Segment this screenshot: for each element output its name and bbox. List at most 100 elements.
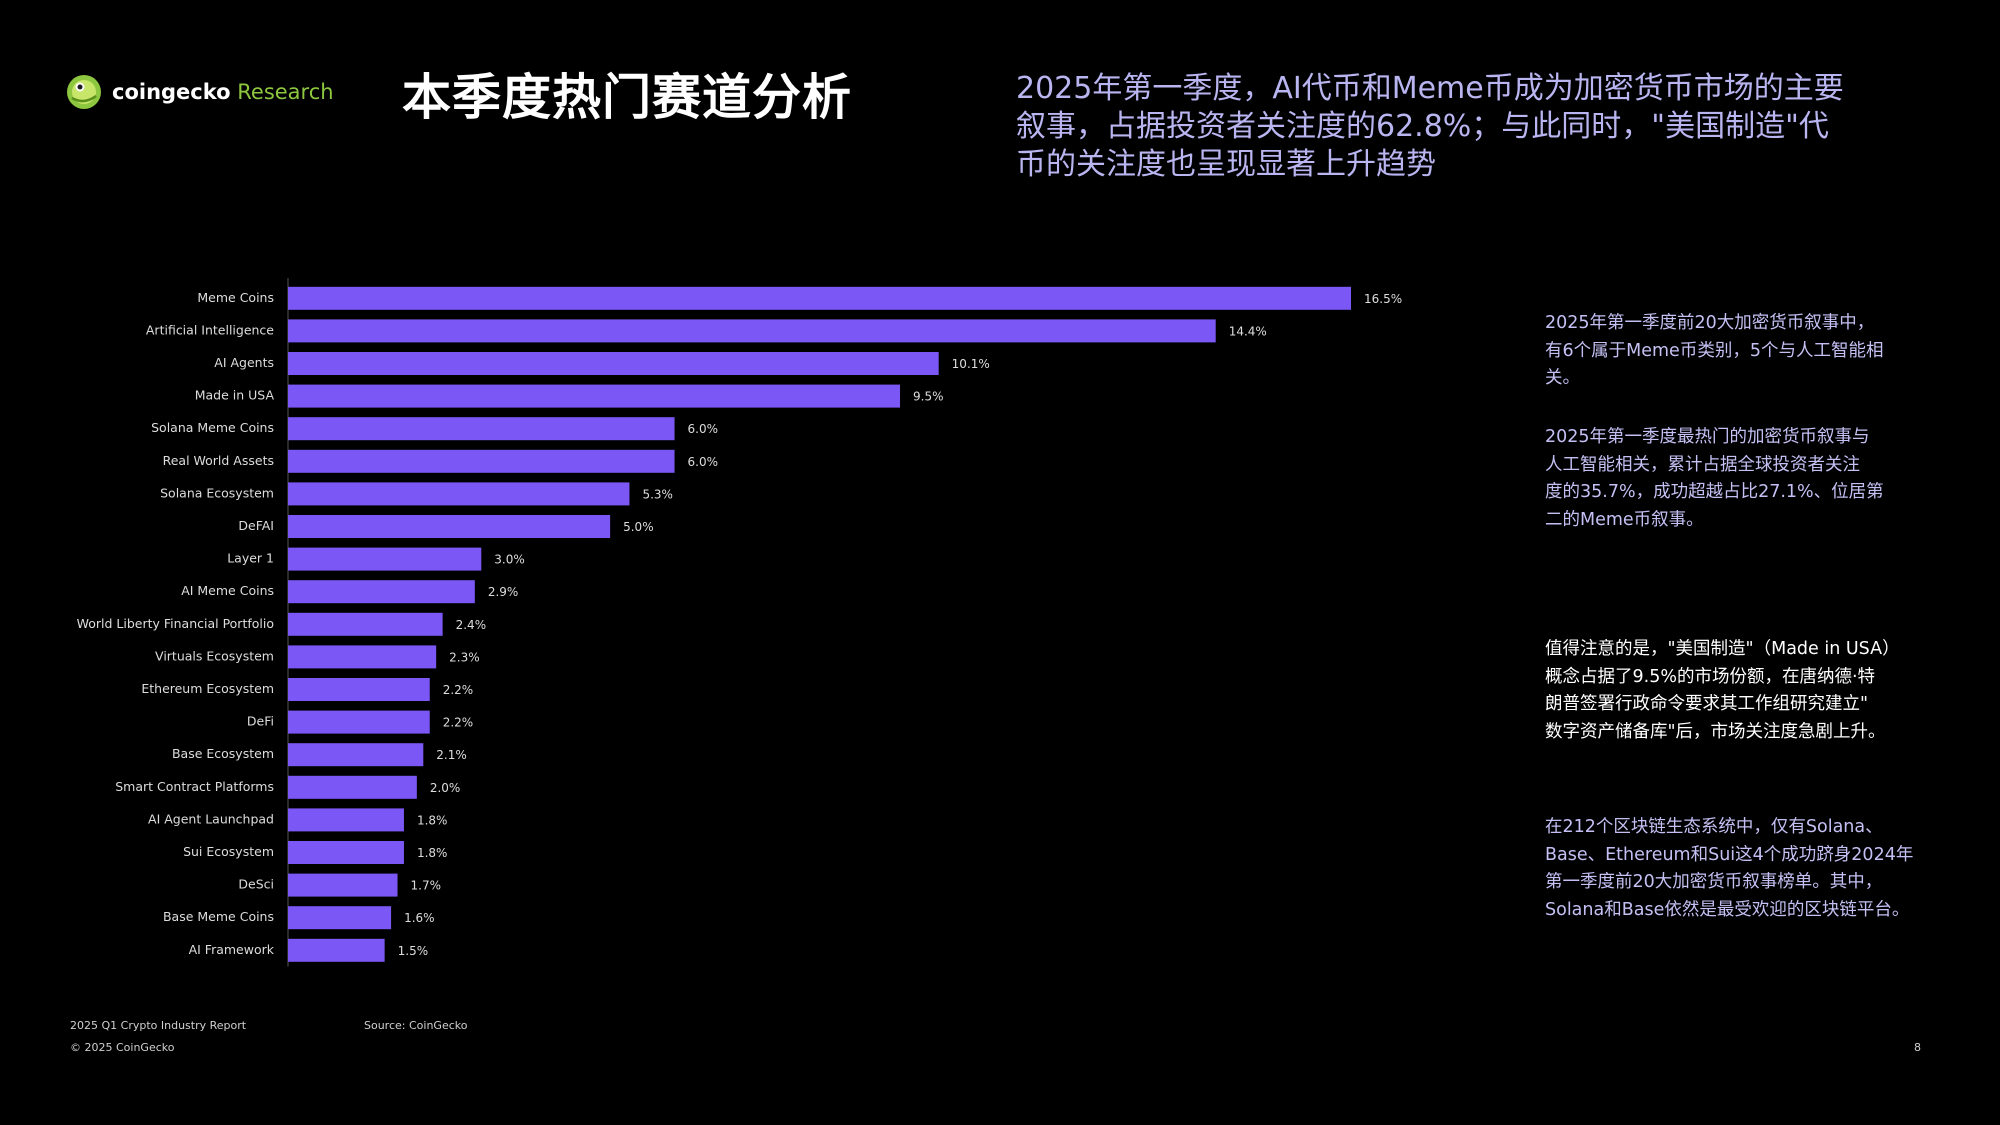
commentary-line: 2025年第一季度前20大加密货币叙事中， bbox=[1545, 313, 1875, 333]
logo-brand-text: coingecko bbox=[112, 80, 231, 104]
value-label: 1.5% bbox=[398, 944, 429, 958]
bar bbox=[288, 612, 443, 636]
category-label: Solana Ecosystem bbox=[160, 485, 274, 500]
headline-line: 叙事，占据投资者关注度的62.8%；与此同时，"美国制造"代 bbox=[1016, 109, 1829, 144]
commentary-line: 有6个属于Meme币类别，5个与人工智能相 bbox=[1545, 340, 1884, 361]
bar bbox=[288, 775, 417, 799]
commentary-line: 人工智能相关，累计占据全球投资者关注 bbox=[1545, 454, 1860, 475]
footer-source: Source: CoinGecko bbox=[364, 1019, 468, 1032]
value-label: 2.1% bbox=[436, 748, 467, 762]
category-label: DeFAI bbox=[238, 518, 274, 533]
bar bbox=[288, 417, 675, 441]
category-label: AI Meme Coins bbox=[181, 583, 274, 598]
bar bbox=[288, 645, 437, 669]
bar bbox=[288, 449, 675, 473]
category-label: AI Agent Launchpad bbox=[148, 811, 274, 826]
value-label: 5.3% bbox=[642, 487, 673, 501]
bar bbox=[288, 678, 430, 701]
bar bbox=[288, 482, 630, 506]
category-label: Real World Assets bbox=[163, 453, 274, 468]
value-label: 5.0% bbox=[623, 520, 654, 534]
value-label: 14.4% bbox=[1229, 324, 1267, 338]
commentary-note: 2025年第一季度前20大加密货币叙事中， 有6个属于Meme币类别，5个与人工… bbox=[1545, 310, 1965, 393]
footer-copyright: © 2025 CoinGecko bbox=[70, 1041, 175, 1054]
headline-line: 币的关注度也呈现显著上升趋势 bbox=[1016, 147, 1436, 182]
logo-wordmark: coingecko Research bbox=[112, 80, 334, 104]
commentary-line: 二的Meme币叙事。 bbox=[1545, 509, 1704, 530]
commentary-line: 关。 bbox=[1545, 368, 1580, 388]
gecko-logo-icon bbox=[67, 75, 101, 109]
value-label: 2.2% bbox=[443, 683, 474, 697]
category-label: Smart Contract Platforms bbox=[115, 779, 274, 794]
value-label: 2.4% bbox=[456, 618, 487, 632]
value-label: 16.5% bbox=[1364, 292, 1402, 306]
narrative-share-bar-chart: Meme Coins Artificial Intelligence AI Agen… bbox=[77, 278, 1402, 967]
commentary-line: 2025年第一季度最热门的加密货币叙事与 bbox=[1545, 427, 1870, 447]
coingecko-research-logo: coingecko Research bbox=[66, 72, 334, 112]
category-label: Solana Meme Coins bbox=[151, 420, 274, 435]
category-label: DeFi bbox=[247, 714, 274, 729]
page-title: 本季度热门赛道分析 bbox=[402, 69, 853, 126]
chart-bars bbox=[288, 286, 1351, 962]
chart-value-labels: 16.5% 14.4% 10.1% 9.5% 6.0% 6.0% 5.3% 5.0% 3.0% 2… bbox=[398, 292, 1402, 958]
category-label: Artificial Intelligence bbox=[146, 322, 274, 337]
category-label: DeSci bbox=[238, 877, 274, 892]
value-label: 2.2% bbox=[443, 716, 474, 730]
commentary-line: 朗普签署行政命令要求其工作组研究建立" bbox=[1545, 694, 1869, 714]
value-label: 2.9% bbox=[488, 585, 519, 599]
bar bbox=[288, 547, 482, 571]
headline-summary: 2025年第一季度，AI代币和Meme币成为加密货币市场的主要 叙事，占据投资者… bbox=[1016, 70, 1916, 184]
commentary-line: 在212个区块链生态系统中，仅有Solana、 bbox=[1545, 817, 1883, 837]
category-label: AI Agents bbox=[214, 355, 274, 370]
value-label: 1.8% bbox=[417, 813, 448, 827]
value-label: 9.5% bbox=[913, 390, 944, 404]
bar bbox=[288, 873, 398, 897]
commentary-note: 在212个区块链生态系统中，仅有Solana、 Base、Ethereum和Su… bbox=[1545, 814, 1965, 924]
bar bbox=[288, 580, 475, 604]
bar bbox=[288, 906, 392, 930]
commentary-line: Solana和Base依然是最受欢迎的区块链平台。 bbox=[1545, 899, 1910, 920]
category-label: AI Framework bbox=[189, 942, 275, 957]
commentary-line: 第一季度前20大加密货币叙事榜单。其中， bbox=[1545, 872, 1883, 892]
commentary-line: Base、Ethereum和Sui这4个成功跻身2024年 bbox=[1545, 844, 1914, 865]
bar bbox=[288, 319, 1216, 343]
bar bbox=[288, 938, 385, 962]
category-label: Base Meme Coins bbox=[163, 909, 274, 924]
category-label: Meme Coins bbox=[197, 290, 274, 305]
page-number: 8 bbox=[1914, 1041, 1921, 1054]
logo-suffix-text: Research bbox=[230, 80, 334, 104]
category-label: Made in USA bbox=[195, 388, 275, 403]
value-label: 1.8% bbox=[417, 846, 448, 860]
category-label: World Liberty Financial Portfolio bbox=[77, 616, 274, 631]
value-label: 3.0% bbox=[494, 553, 524, 567]
commentary-line: 数字资产储备库"后，市场关注度急剧上升。 bbox=[1545, 721, 1886, 742]
bar bbox=[288, 710, 430, 734]
category-label: Sui Ecosystem bbox=[183, 844, 274, 859]
value-label: 1.7% bbox=[411, 879, 442, 893]
commentary-line: 度的35.7%，成功超越占比27.1%、位居第 bbox=[1545, 482, 1884, 502]
bar bbox=[288, 743, 424, 767]
bar bbox=[288, 286, 1351, 310]
value-label: 2.0% bbox=[430, 781, 461, 795]
value-label: 2.3% bbox=[449, 650, 480, 664]
commentary-note: 值得注意的是，"美国制造"（Made in USA） 概念占据了9.5%的市场份… bbox=[1545, 636, 1965, 746]
commentary-line: 概念占据了9.5%的市场份额，在唐纳德·特 bbox=[1545, 666, 1876, 687]
category-label: Ethereum Ecosystem bbox=[141, 681, 274, 696]
bar bbox=[288, 808, 404, 832]
value-label: 6.0% bbox=[688, 422, 719, 436]
headline-line: 2025年第一季度，AI代币和Meme币成为加密货币市场的主要 bbox=[1016, 71, 1844, 106]
bar bbox=[288, 515, 611, 538]
commentary-line: 值得注意的是，"美国制造"（Made in USA） bbox=[1545, 639, 1900, 659]
footer-report-name: 2025 Q1 Crypto Industry Report bbox=[70, 1019, 247, 1032]
category-label: Base Ecosystem bbox=[172, 746, 274, 761]
bar bbox=[288, 384, 901, 408]
value-label: 6.0% bbox=[688, 455, 719, 469]
bar bbox=[288, 841, 404, 864]
commentary-note: 2025年第一季度最热门的加密货币叙事与 人工智能相关，累计占据全球投资者关注 … bbox=[1545, 424, 1965, 534]
chart-category-labels: Meme Coins Artificial Intelligence AI Agen… bbox=[77, 290, 275, 957]
value-label: 10.1% bbox=[952, 357, 990, 371]
bar bbox=[288, 352, 939, 375]
category-label: Layer 1 bbox=[227, 551, 274, 566]
value-label: 1.6% bbox=[404, 911, 435, 925]
category-label: Virtuals Ecosystem bbox=[155, 648, 274, 663]
